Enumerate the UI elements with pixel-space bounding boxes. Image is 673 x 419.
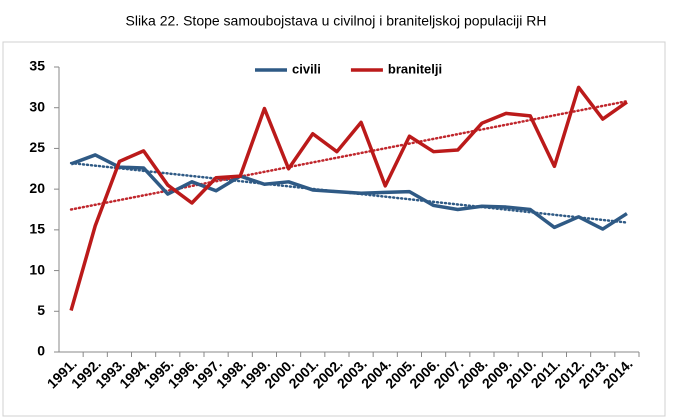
legend-label: civili xyxy=(292,61,321,76)
y-tick-label: 5 xyxy=(37,302,45,318)
data-line xyxy=(69,85,628,311)
y-tick-label: 35 xyxy=(29,58,45,74)
legend-label: branitelji xyxy=(388,61,442,76)
chart-title: Slika 22. Stope samoubojstava u civilnoj… xyxy=(126,13,547,29)
y-tick-label: 25 xyxy=(29,139,45,155)
trend-line xyxy=(69,99,629,211)
chart-border xyxy=(2,41,666,417)
y-tick-label: 15 xyxy=(29,221,45,237)
y-tick-label: 10 xyxy=(29,261,45,277)
y-tick-label: 20 xyxy=(29,180,45,196)
data-line xyxy=(70,153,628,231)
y-tick-label: 0 xyxy=(37,343,45,359)
y-tick-label: 30 xyxy=(29,98,45,114)
